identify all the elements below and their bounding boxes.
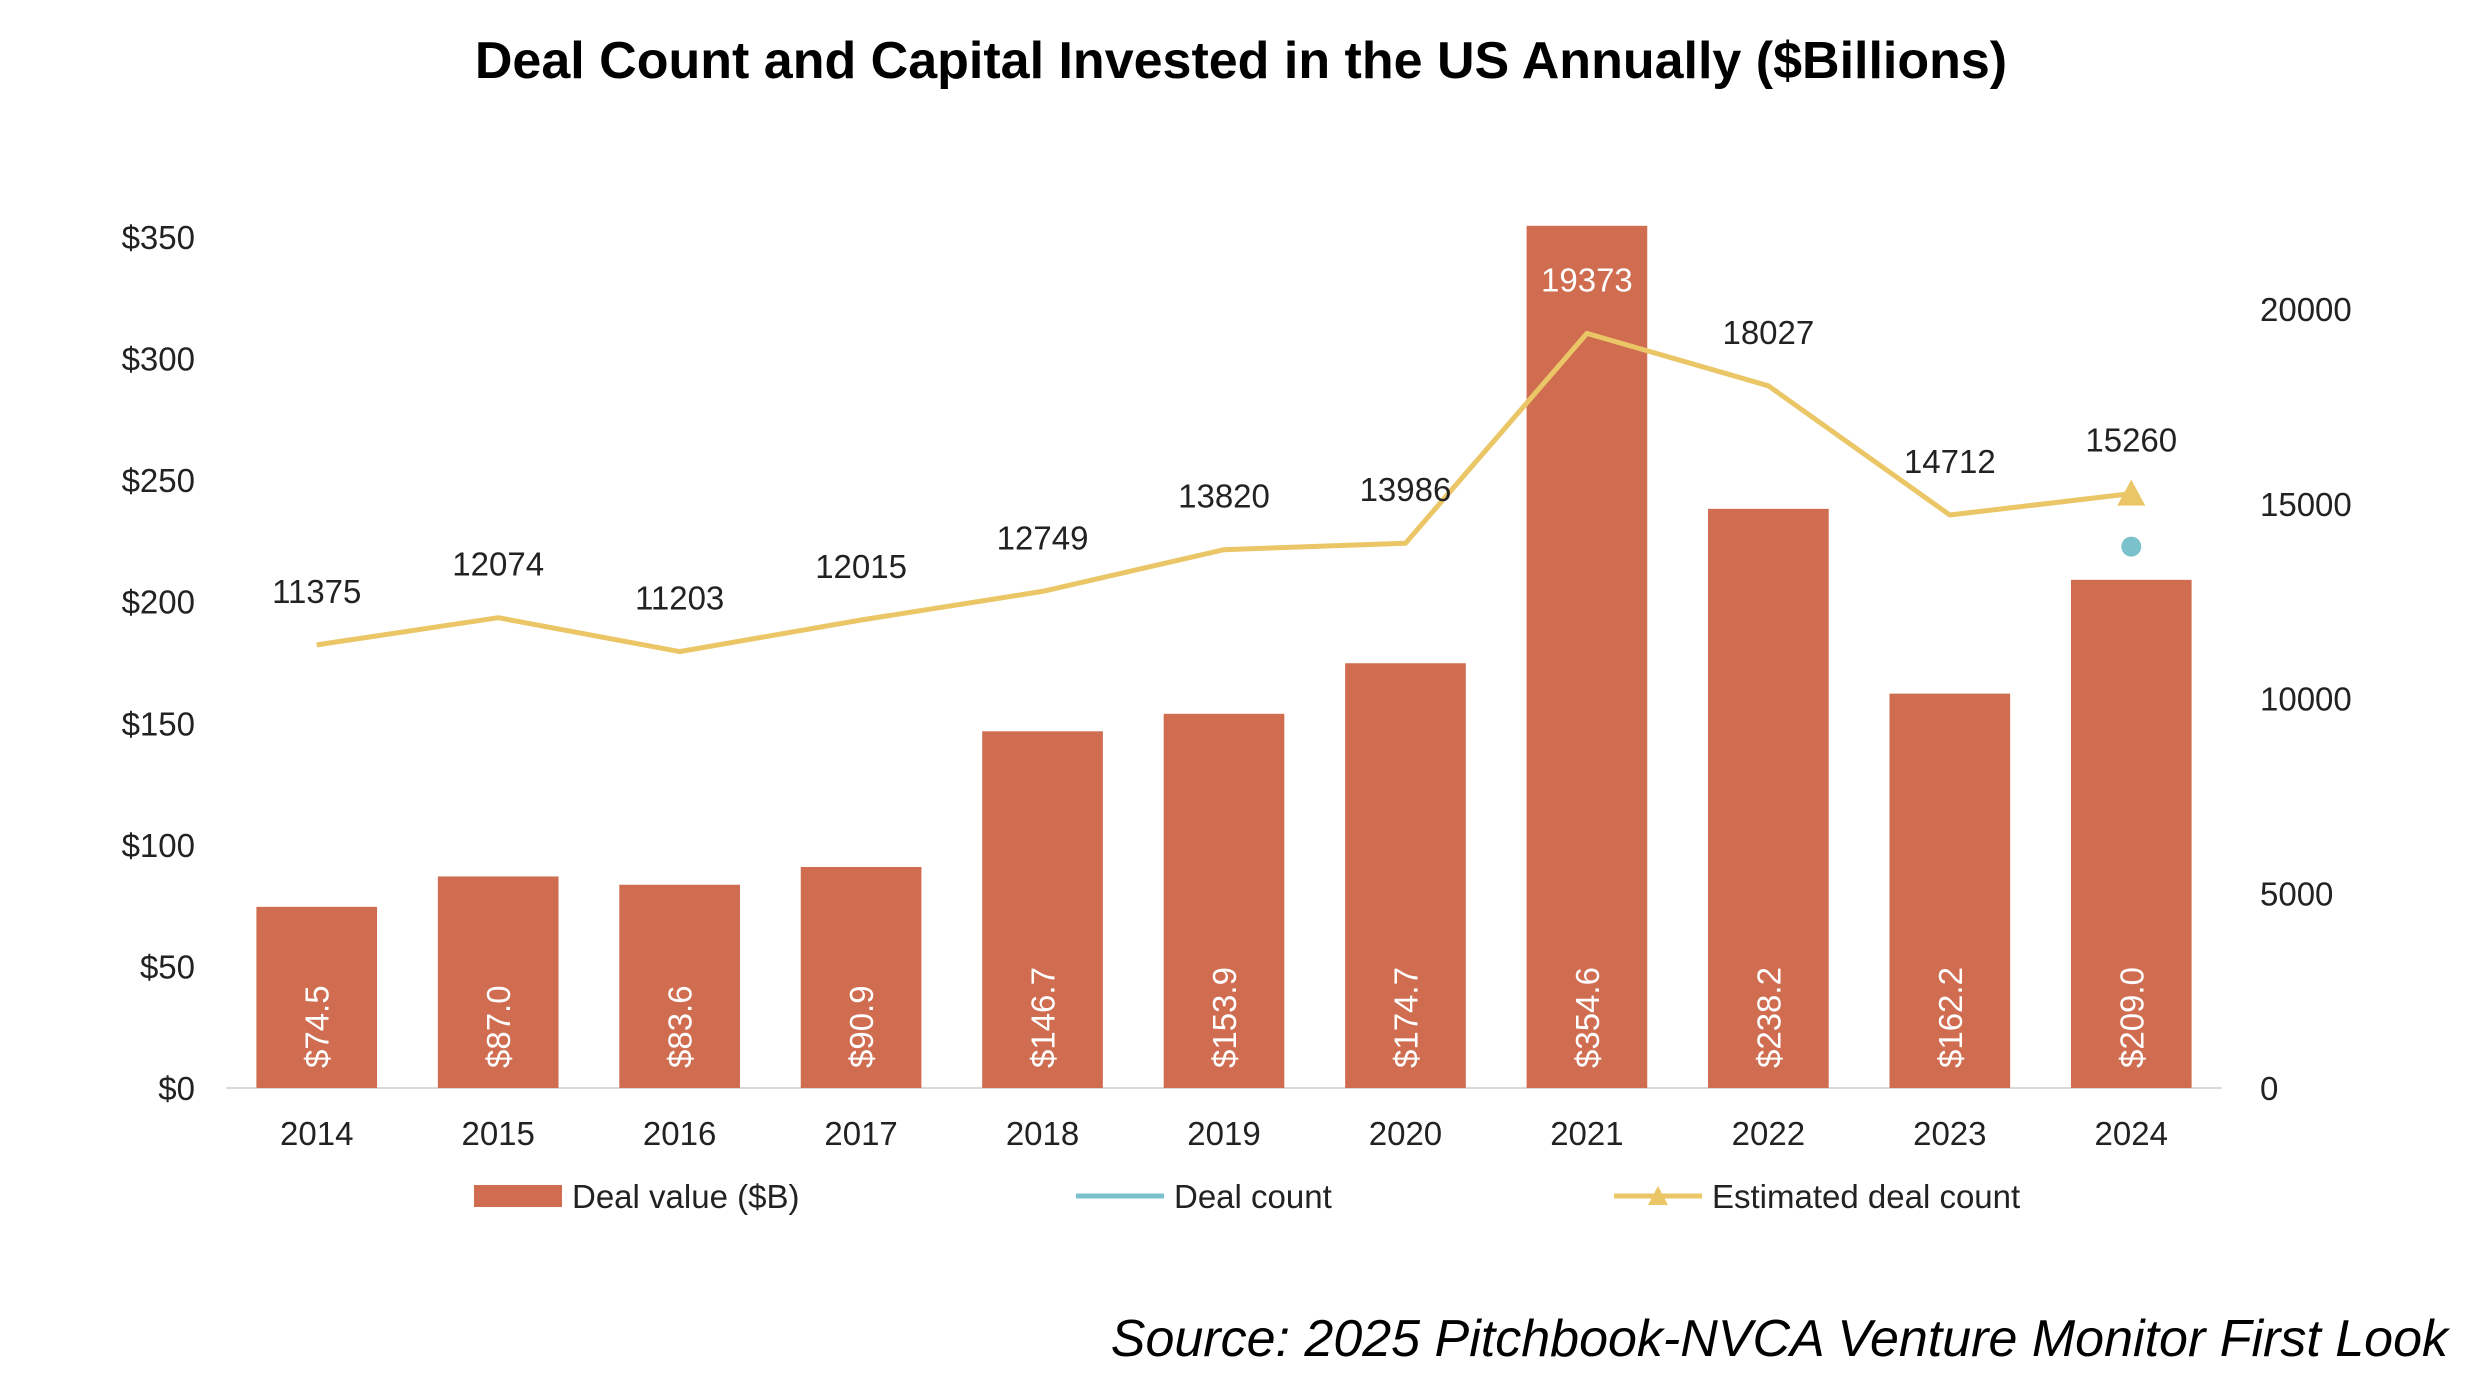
line-data-labels: 11375 12074 11203 12015 12749 13820 13986 19373…: [272, 261, 2177, 616]
x-axis-tick-label: 2017: [824, 1115, 897, 1152]
left-axis-tick-label: $350: [122, 219, 195, 256]
x-axis-tick-label: 2015: [461, 1115, 534, 1152]
bar-series: [256, 225, 2192, 1088]
right-axis-tick-label: 0: [2260, 1070, 2278, 1107]
x-axis-tick-label: 2014: [280, 1115, 353, 1152]
line-value-label: 12749: [997, 519, 1089, 556]
bar: [1345, 663, 1466, 1088]
x-axis-tick-label: 2018: [1006, 1115, 1079, 1152]
line-value-label: 18027: [1722, 314, 1814, 351]
bar-value-label: $83.6: [662, 985, 699, 1068]
bar-data-labels: $74.5 $87.0 $83.6 $90.9 $146.7 $153.9 $174.7 $3…: [299, 967, 2151, 1068]
x-axis-tick-label: 2021: [1550, 1115, 1623, 1152]
right-axis-ticks: 0 5000 10000 15000 20000: [2260, 291, 2352, 1107]
deal-count-series: [2121, 536, 2142, 557]
bar: [982, 731, 1103, 1088]
source-note: Source: 2025 Pitchbook-NVCA Venture Moni…: [1111, 1310, 2451, 1368]
left-axis-tick-label: $200: [122, 584, 195, 621]
left-axis-tick-label: $300: [122, 341, 195, 378]
estimated-deal-count-line: [316, 330, 2132, 655]
legend-label-estimated-deal-count: Estimated deal count: [1712, 1178, 2020, 1215]
right-axis-tick-label: 20000: [2260, 291, 2352, 328]
bar-value-label: $174.7: [1387, 967, 1424, 1068]
bar: [256, 906, 378, 1088]
x-axis-tick-label: 2019: [1187, 1115, 1260, 1152]
bar-value-label: $153.9: [1206, 967, 1243, 1068]
x-axis-tick-label: 2024: [2095, 1115, 2168, 1152]
legend-swatch-deal-value: [474, 1185, 562, 1207]
chart-title: Deal Count and Capital Invested in the U…: [475, 32, 2007, 90]
x-axis-tick-label: 2023: [1913, 1115, 1986, 1152]
bar: [1889, 693, 2011, 1088]
bar: [1708, 508, 1829, 1088]
line-value-label: 11203: [635, 580, 724, 617]
x-axis-tick-label: 2020: [1369, 1115, 1442, 1152]
bar-value-label: $238.2: [1750, 967, 1787, 1068]
bar-value-label: $74.5: [299, 985, 336, 1068]
x-axis-tick-label: 2022: [1732, 1115, 1805, 1152]
legend: Deal value ($B) Deal count Estimated deal …: [474, 1178, 2020, 1215]
bar-value-label: $90.9: [843, 985, 880, 1068]
right-axis-tick-label: 15000: [2260, 486, 2352, 523]
estimated-deal-count-series: [316, 330, 2146, 655]
right-axis-tick-label: 10000: [2260, 681, 2352, 718]
line-value-label: 14712: [1904, 443, 1996, 480]
estimated-deal-count-marker: [2117, 479, 2146, 506]
left-axis-tick-label: $150: [122, 705, 195, 742]
deal-count-point: [2121, 536, 2142, 557]
left-axis-ticks: $0 $50 $100 $150 $200 $250 $300 $350: [122, 219, 195, 1107]
line-value-label: 19373: [1541, 261, 1633, 298]
bar: [1163, 713, 1285, 1088]
line-value-label: 11375: [272, 573, 361, 610]
legend-label-deal-value: Deal value ($B): [572, 1178, 799, 1215]
bar-value-label: $87.0: [480, 985, 517, 1068]
line-value-label: 15260: [2085, 422, 2177, 459]
line-value-label: 13986: [1360, 471, 1452, 508]
legend-label-deal-count: Deal count: [1174, 1178, 1332, 1215]
line-value-label: 12015: [815, 548, 907, 585]
bar: [619, 884, 740, 1088]
x-axis-ticks: 2014 2015 2016 2017 2018 2019 2020 2021 2022 2023…: [280, 1115, 2168, 1152]
bar-value-label: $209.0: [2113, 967, 2150, 1068]
bar: [1526, 225, 1648, 1088]
bar: [2070, 579, 2192, 1088]
bar: [437, 876, 559, 1088]
x-axis-tick-label: 2016: [643, 1115, 716, 1152]
left-axis-tick-label: $250: [122, 462, 195, 499]
bar-value-label: $354.6: [1569, 967, 1606, 1068]
legend-marker-estimated-deal-count: [1648, 1186, 1668, 1205]
line-value-label: 13820: [1178, 478, 1270, 515]
right-axis-tick-label: 5000: [2260, 875, 2333, 912]
bar-value-label: $162.2: [1932, 967, 1969, 1068]
left-axis-tick-label: $50: [140, 948, 195, 985]
left-axis-tick-label: $100: [122, 827, 195, 864]
bar-value-label: $146.7: [1025, 967, 1062, 1068]
left-axis-tick-label: $0: [158, 1070, 195, 1107]
line-value-label: 12074: [452, 546, 544, 583]
bar: [800, 866, 922, 1088]
